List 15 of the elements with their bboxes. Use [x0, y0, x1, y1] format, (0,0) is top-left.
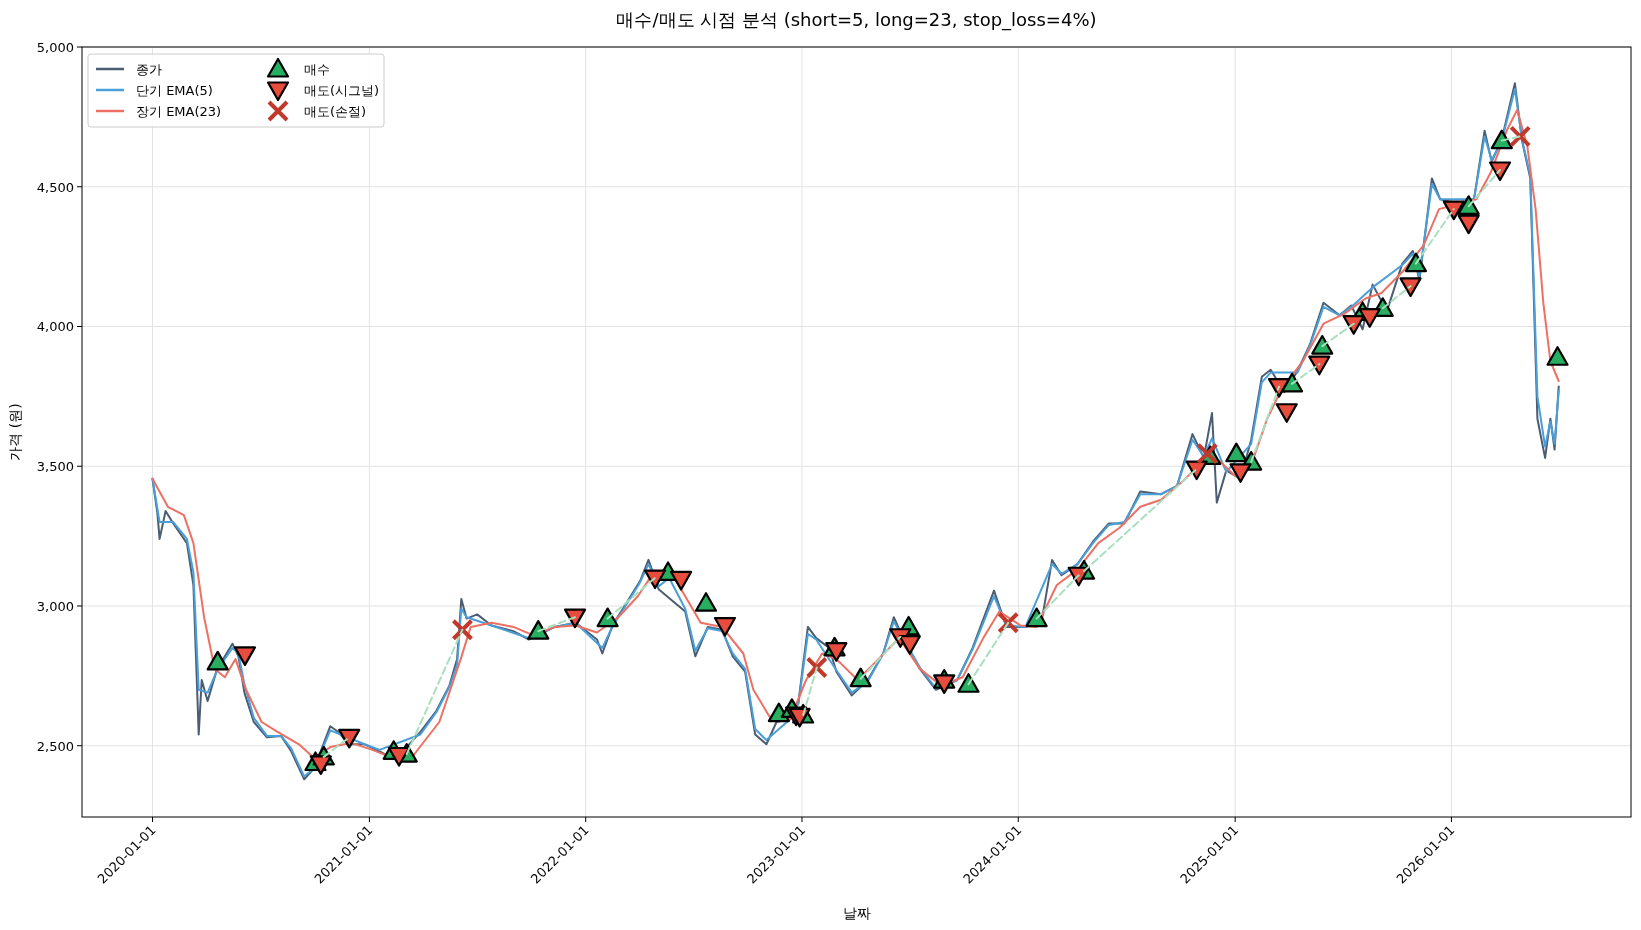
legend-label: 매수 — [304, 62, 330, 77]
y-tick-label: 3,500 — [36, 459, 74, 475]
legend-label: 장기 EMA(23) — [136, 104, 222, 119]
legend-label: 종가 — [136, 62, 162, 77]
legend-label: 매도(손절) — [304, 104, 367, 119]
y-tick-label: 3,000 — [36, 598, 74, 614]
y-tick-label: 4,000 — [36, 319, 74, 335]
y-tick-label: 4,500 — [36, 179, 74, 195]
x-axis-title: 날짜 — [842, 905, 871, 921]
legend-label: 매도(시그널) — [304, 83, 380, 98]
chart-title: 매수/매도 시점 분석 (short=5, long=23, stop_loss=4%) — [616, 9, 1097, 31]
y-axis-title: 가격 (원) — [7, 403, 23, 461]
y-tick-label: 2,500 — [36, 738, 74, 754]
y-tick-label: 5,000 — [36, 40, 74, 55]
legend-label: 단기 EMA(5) — [136, 83, 213, 98]
